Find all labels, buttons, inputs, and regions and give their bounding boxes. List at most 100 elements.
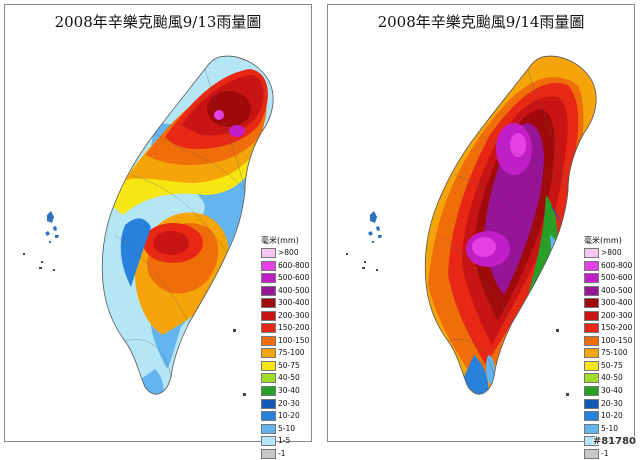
legend-swatch xyxy=(261,360,276,371)
legend-item: 600-800 xyxy=(582,260,634,273)
legend-swatch xyxy=(584,360,599,371)
legend-swatch xyxy=(261,348,276,359)
legend-item: 200-300 xyxy=(582,310,634,323)
legend-swatch xyxy=(261,398,276,409)
legend-swatch xyxy=(261,335,276,346)
legend-label: >800 xyxy=(601,248,622,257)
legend-label: 30-40 xyxy=(278,386,300,396)
legend-swatch xyxy=(261,298,276,309)
legend-item: 150-200 xyxy=(259,322,311,335)
legend-item: 1-5 xyxy=(259,435,311,448)
legend-unit: 毫米(mm) xyxy=(584,236,622,245)
legend-label: 1-5 xyxy=(278,436,291,446)
legend-label: 50-75 xyxy=(601,360,623,370)
legend-label: 100-150 xyxy=(601,335,633,345)
legend-swatch xyxy=(584,423,599,434)
map-title: 2008年辛樂克颱風9/14雨量圖 xyxy=(377,13,585,31)
watermark: #81780 xyxy=(592,436,636,447)
legend-label: 300-400 xyxy=(601,298,633,308)
legend-swatch xyxy=(261,411,276,422)
legend-label: 400-500 xyxy=(278,285,310,295)
legend-item: -1 xyxy=(582,448,634,460)
legend-swatch xyxy=(261,260,276,271)
legend-label: 300-400 xyxy=(278,298,310,308)
legend-swatch xyxy=(261,386,276,397)
legend-item: 50-75 xyxy=(582,360,634,373)
legend-label: 5-10 xyxy=(601,423,619,433)
legend-item: 75-100 xyxy=(582,347,634,360)
penghu-islands xyxy=(45,211,59,243)
legend-swatch xyxy=(261,373,276,384)
legend-item: 500-600 xyxy=(259,272,311,285)
legend-unit: 毫米(mm) xyxy=(261,236,299,245)
legend-swatch xyxy=(261,323,276,334)
legend-item: 75-100 xyxy=(259,347,311,360)
legend-label: 400-500 xyxy=(601,285,633,295)
legend-swatch xyxy=(584,323,599,334)
legend-label: 150-200 xyxy=(278,323,310,333)
legend-swatch xyxy=(584,273,599,284)
penghu-islands xyxy=(368,211,382,243)
legend-rows: >800 600-800 500-600 400-500 300-400 200-300 1… xyxy=(259,247,311,460)
legend-swatch xyxy=(584,335,599,346)
legend-item: 40-50 xyxy=(582,372,634,385)
legend-label: >800 xyxy=(278,248,299,257)
rainfall-map-panel-0913: 2008年辛樂克颱風9/13雨量圖 xyxy=(4,4,312,459)
legend-label: 75-100 xyxy=(278,348,305,358)
rainfall-legend: 毫米(mm) >800 600-800 500-600 400-500 300-400 2… xyxy=(259,235,311,460)
legend-item: 400-500 xyxy=(582,285,634,298)
legend-item: 500-600 xyxy=(582,272,634,285)
legend-item: 1-5 xyxy=(582,435,634,448)
legend-item: 30-40 xyxy=(582,385,634,398)
legend-swatch xyxy=(584,248,599,258)
legend-label: 150-200 xyxy=(601,323,633,333)
rainfall-legend: 毫米(mm) >800 600-800 500-600 400-500 300-400 2… xyxy=(582,235,634,460)
legend-item: 600-800 xyxy=(259,260,311,273)
legend-item: 5-10 xyxy=(582,423,634,436)
rainfall-zones xyxy=(425,56,597,395)
legend-label: 600-800 xyxy=(601,260,633,270)
legend-swatch xyxy=(584,386,599,397)
legend-item: 30-40 xyxy=(259,385,311,398)
legend-item: 40-50 xyxy=(259,372,311,385)
legend-swatch xyxy=(261,448,276,459)
legend-item: 100-150 xyxy=(259,335,311,348)
legend-swatch xyxy=(261,436,276,447)
legend-label: -1 xyxy=(601,448,609,458)
legend-item: 5-10 xyxy=(259,423,311,436)
legend-label: -1 xyxy=(278,448,286,458)
taiwan-rainfall-map xyxy=(23,55,274,396)
legend-label: 1-5 xyxy=(601,436,614,446)
legend-item: 100-150 xyxy=(582,335,634,348)
legend-swatch xyxy=(584,398,599,409)
legend-label: 30-40 xyxy=(601,386,623,396)
legend-item: 10-20 xyxy=(259,410,311,423)
legend-label: 100-150 xyxy=(278,335,310,345)
legend-label: 20-30 xyxy=(601,398,623,408)
taiwan-rainfall-map xyxy=(346,55,597,396)
legend-label: 40-50 xyxy=(278,373,300,383)
legend-label: 500-600 xyxy=(601,273,633,283)
legend-item: 20-30 xyxy=(259,398,311,411)
legend-label: 600-800 xyxy=(278,260,310,270)
legend-swatch xyxy=(584,411,599,422)
legend-swatch xyxy=(584,448,599,459)
legend-label: 20-30 xyxy=(278,398,300,408)
legend-label: 200-300 xyxy=(278,310,310,320)
legend-item: >800 xyxy=(582,247,634,260)
legend-item: 50-75 xyxy=(259,360,311,373)
legend-label: 5-10 xyxy=(278,423,296,433)
legend-label: 500-600 xyxy=(278,273,310,283)
legend-swatch xyxy=(261,248,276,258)
legend-swatch xyxy=(261,273,276,284)
rainfall-zones xyxy=(102,56,274,395)
legend-swatch xyxy=(261,310,276,321)
map-title: 2008年辛樂克颱風9/13雨量圖 xyxy=(54,13,262,31)
legend-swatch xyxy=(584,298,599,309)
legend-swatch xyxy=(584,436,599,447)
legend-item: 10-20 xyxy=(582,410,634,423)
legend-label: 10-20 xyxy=(601,411,623,421)
legend-label: 75-100 xyxy=(601,348,628,358)
legend-swatch xyxy=(261,285,276,296)
legend-item: 200-300 xyxy=(259,310,311,323)
